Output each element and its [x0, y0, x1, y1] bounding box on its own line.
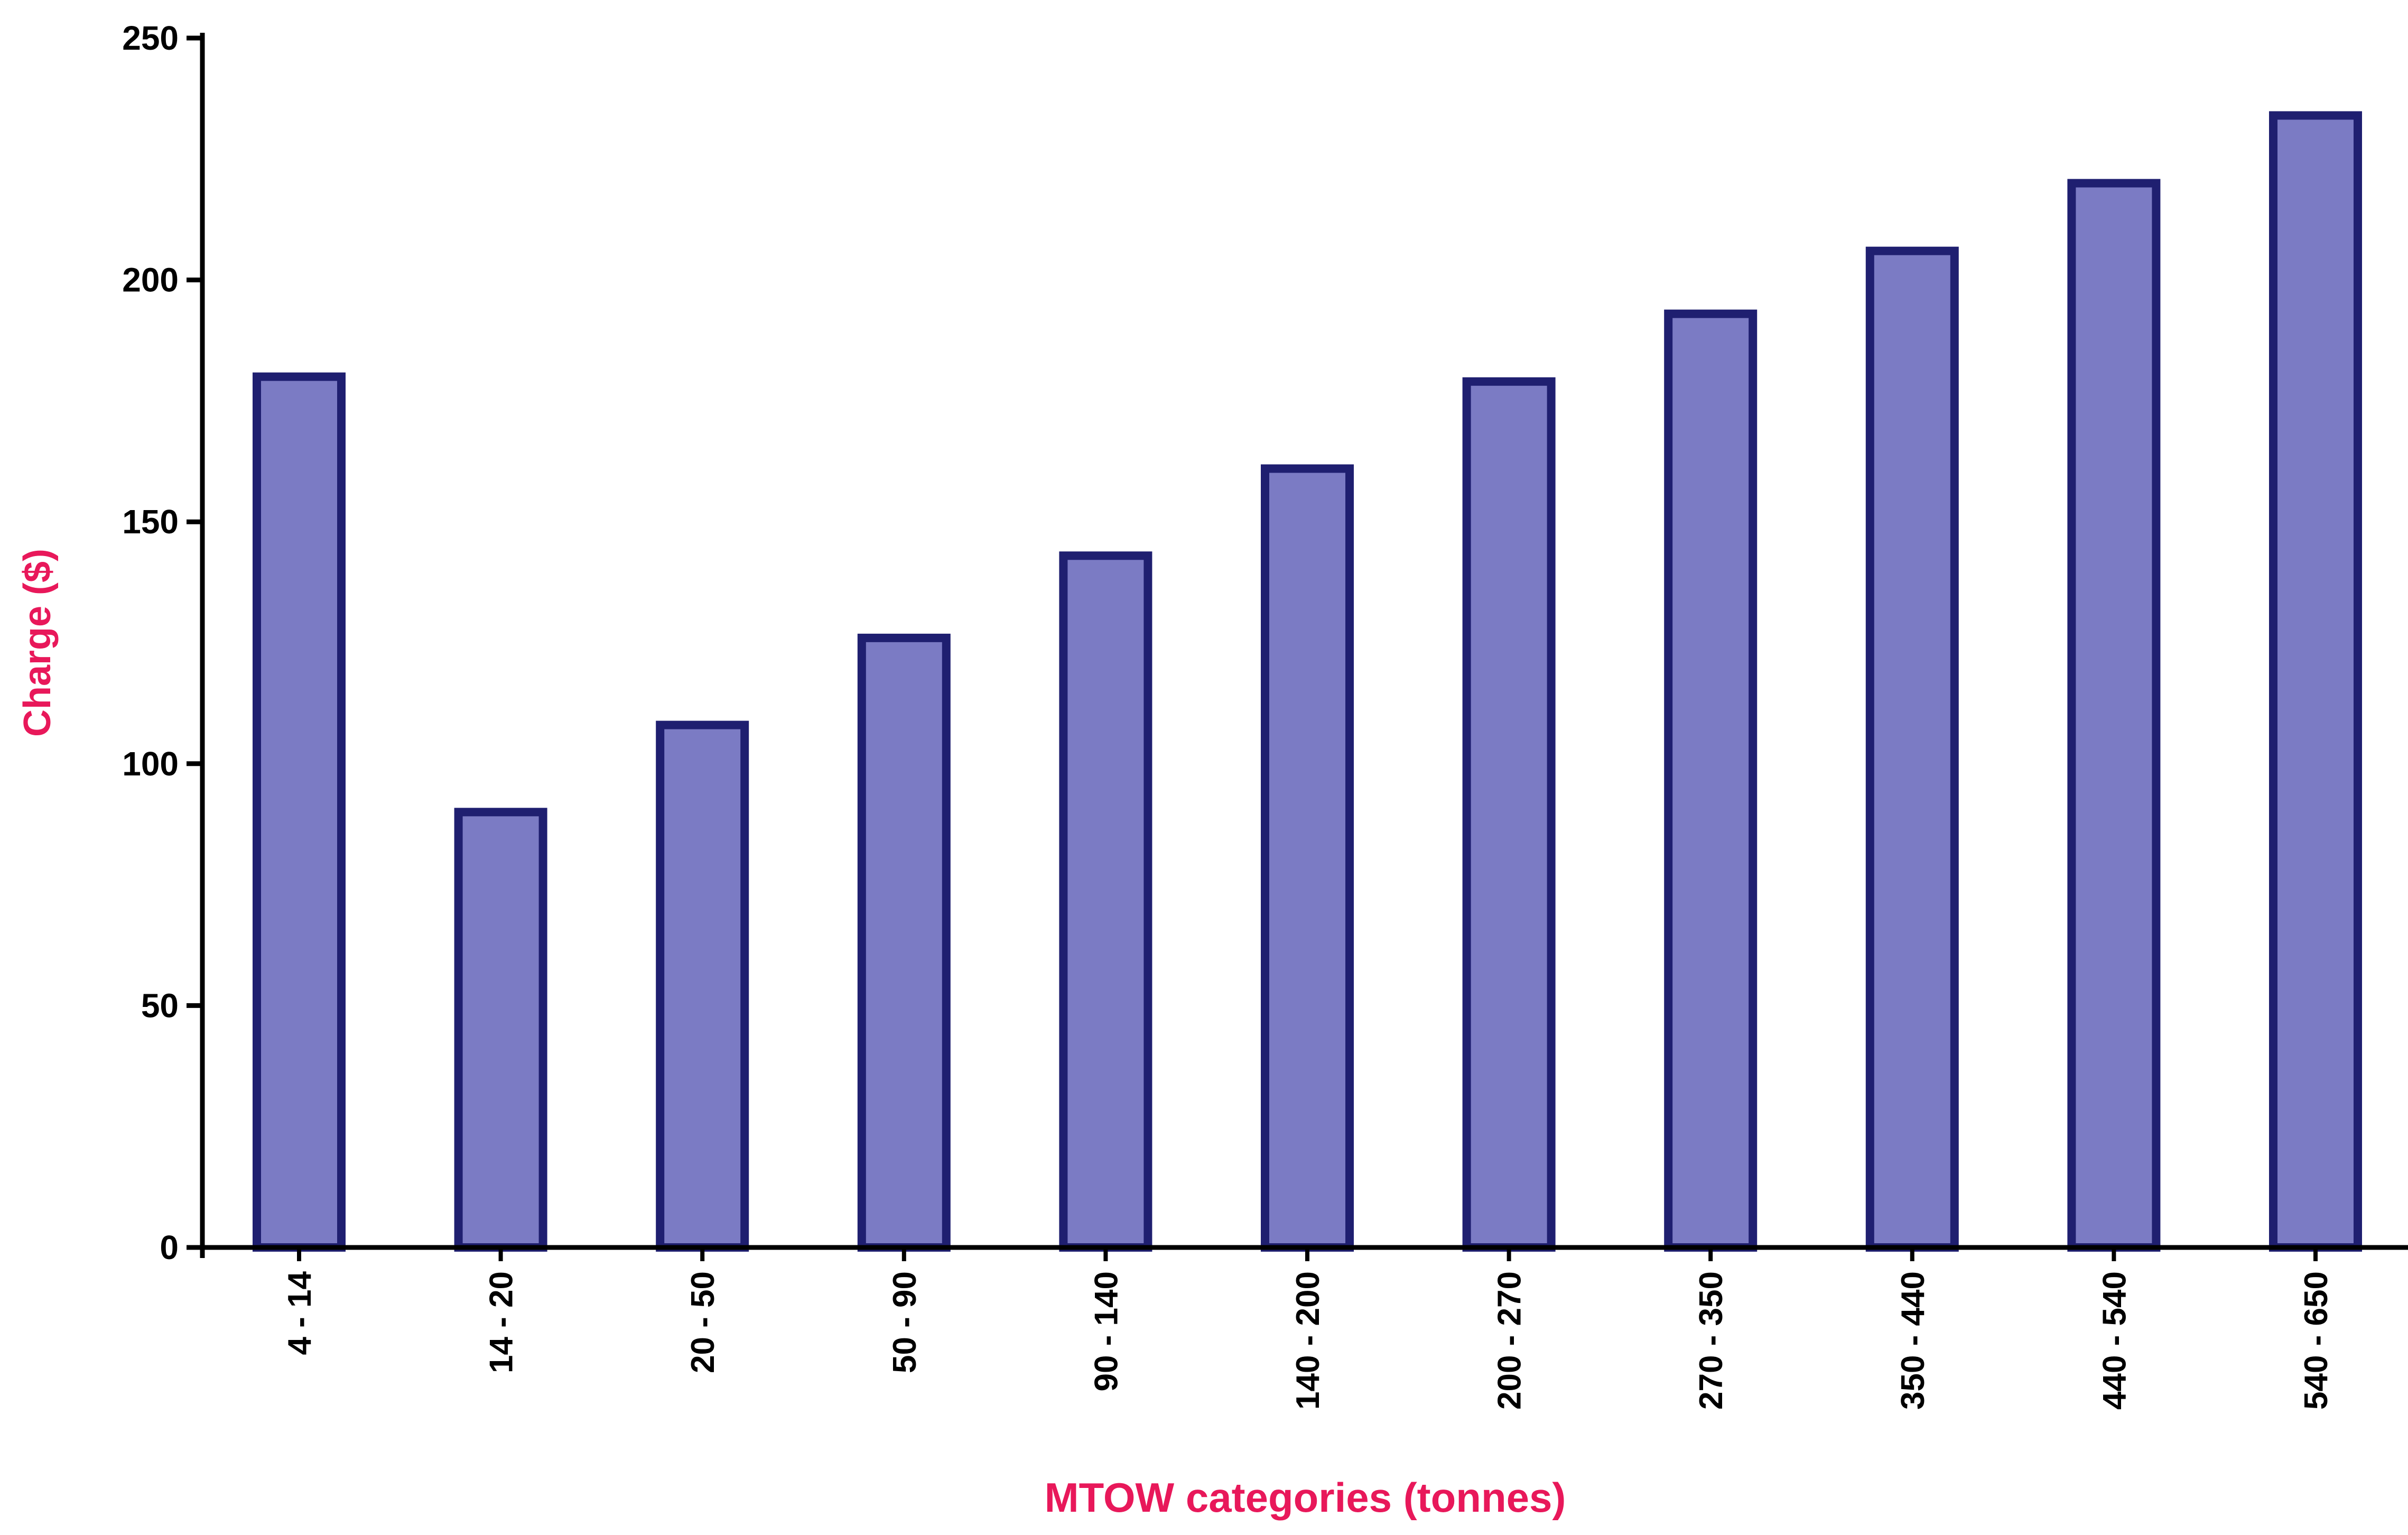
- x-tick-label-10: 440 - 540: [2096, 1271, 2133, 1410]
- y-tick-label-250: 250: [122, 19, 179, 57]
- axes-group: [192, 33, 2408, 1258]
- bar-11: [2269, 111, 2362, 1252]
- bar-9: [1865, 246, 1959, 1252]
- bar-4: [857, 633, 951, 1252]
- bar-8: [1664, 309, 1758, 1252]
- x-tick-label-5: 90 - 140: [1088, 1271, 1124, 1392]
- x-tick-label-3: 20 - 50: [685, 1271, 721, 1373]
- y-tick-label-100: 100: [122, 745, 179, 783]
- y-tick-label-200: 200: [122, 261, 179, 299]
- bar-7: [1462, 377, 1556, 1252]
- bar-3: [656, 720, 749, 1252]
- x-tick-label-9: 350 - 440: [1895, 1271, 1931, 1410]
- bar-5: [1059, 551, 1152, 1252]
- bar-1: [253, 372, 346, 1252]
- y-tick-label-50: 50: [141, 986, 179, 1024]
- bars-group: [253, 111, 2362, 1252]
- x-tick-label-1: 4 - 14: [282, 1271, 318, 1355]
- y-tick-label-150: 150: [122, 503, 179, 541]
- x-ticks-group: 4 - 14 14 - 20 20 - 50 50 - 90 90 - 140 140 -…: [282, 1247, 2335, 1410]
- x-tick-label-11: 540 - 650: [2298, 1271, 2335, 1410]
- bar-6: [1261, 464, 1354, 1252]
- bar-10: [2067, 179, 2161, 1252]
- x-tick-label-8: 270 - 350: [1693, 1271, 1730, 1410]
- x-tick-label-7: 200 - 270: [1492, 1271, 1528, 1410]
- x-tick-label-2: 14 - 20: [484, 1271, 520, 1373]
- bar-2: [454, 808, 547, 1252]
- x-axis-title: MTOW categories (tonnes): [1045, 1474, 1566, 1521]
- y-tick-label-0: 0: [160, 1228, 179, 1266]
- y-ticks-group: 0 50 100 150 200 250: [122, 19, 202, 1266]
- y-axis-title: Charge ($): [16, 549, 59, 737]
- x-tick-label-4: 50 - 90: [887, 1271, 923, 1373]
- x-tick-label-6: 140 - 200: [1290, 1271, 1326, 1410]
